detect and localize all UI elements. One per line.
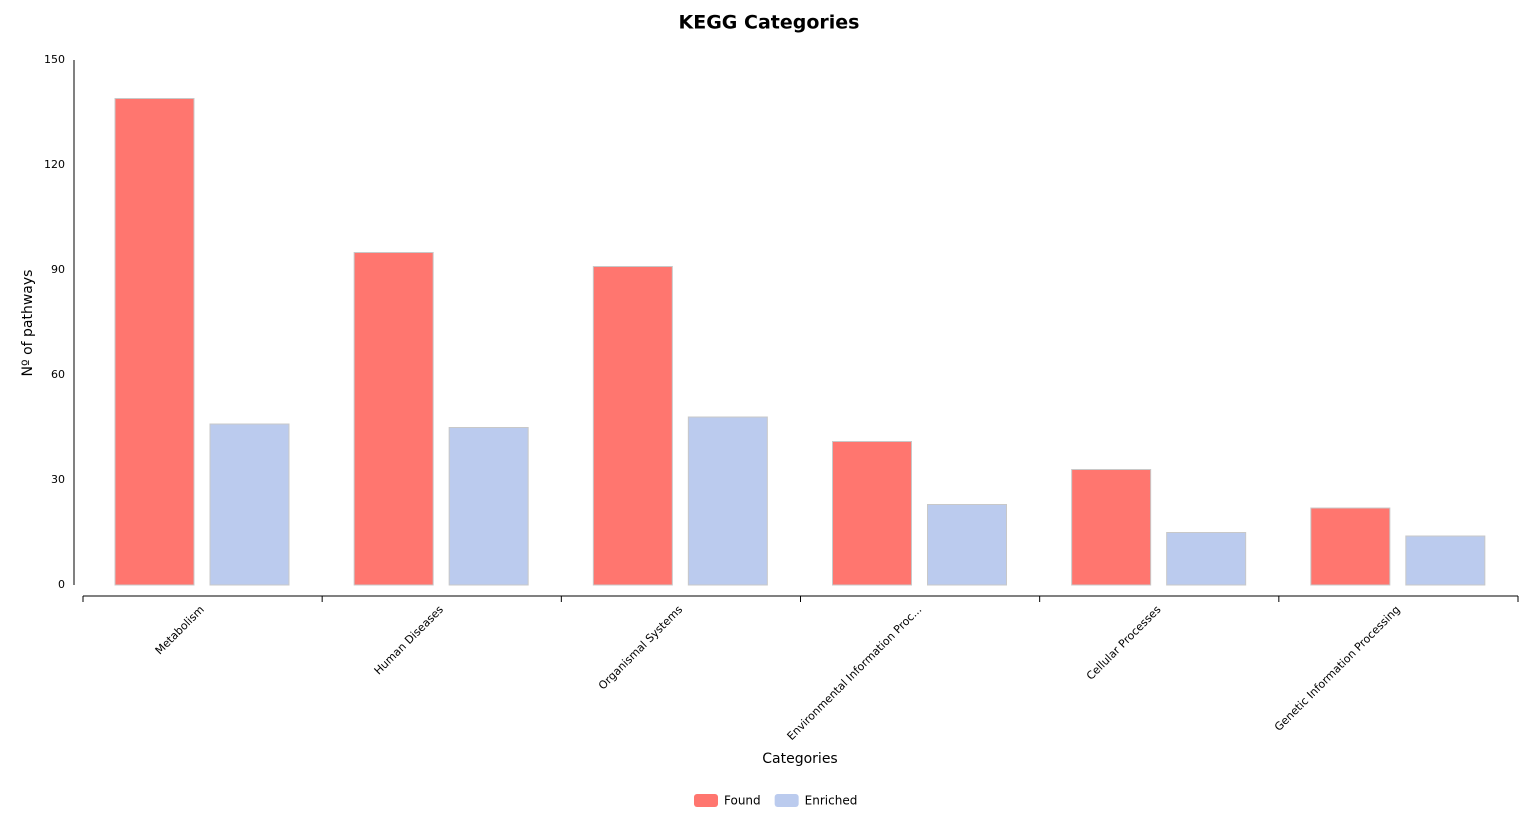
legend-label: Found	[724, 794, 761, 808]
y-tick-label: 120	[44, 158, 65, 171]
bar	[832, 441, 912, 586]
x-tick-label: Genetic Information Processing	[1272, 603, 1403, 734]
legend-swatch	[694, 794, 718, 807]
x-tick-label: Metabolism	[153, 603, 207, 657]
bar	[687, 416, 768, 586]
bar	[209, 423, 290, 586]
legend-label: Enriched	[805, 794, 858, 808]
x-tick-label: Cellular Processes	[1084, 603, 1164, 683]
chart-title: KEGG Categories	[679, 12, 860, 34]
legend-swatch	[774, 794, 799, 807]
x-tick-label: Environmental Information Proc...	[785, 603, 925, 743]
x-tick-label: Organismal Systems	[596, 603, 685, 692]
y-axis-title: Nº of pathways	[20, 270, 36, 377]
bar	[592, 266, 673, 586]
x-axis-title: Categories	[762, 751, 837, 767]
bar	[1310, 507, 1391, 586]
bar	[448, 427, 529, 586]
bar	[1071, 469, 1152, 586]
y-tick-label: 60	[51, 368, 65, 381]
y-tick-label: 30	[51, 473, 65, 486]
x-tick-label: Human Diseases	[372, 603, 447, 678]
bar	[1405, 535, 1486, 586]
bar	[927, 504, 1007, 586]
bar	[353, 252, 434, 586]
y-tick-label: 90	[51, 263, 65, 276]
bar	[1166, 532, 1247, 586]
bar	[114, 98, 195, 586]
y-tick-label: 150	[44, 53, 65, 66]
y-tick-label: 0	[58, 578, 65, 591]
